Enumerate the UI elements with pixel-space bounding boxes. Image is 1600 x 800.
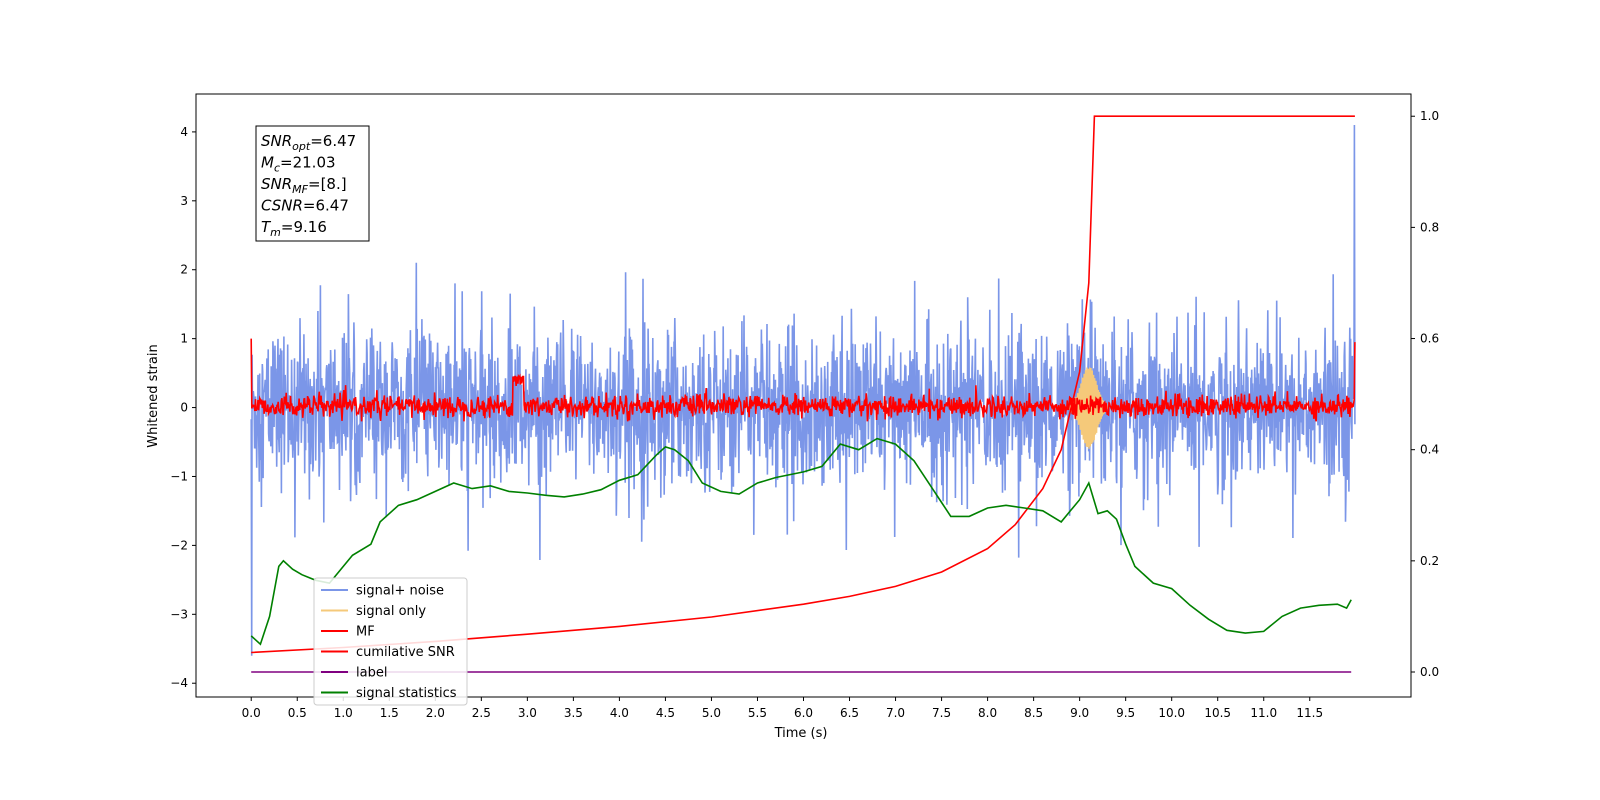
- annotation-line: Mc=21.03: [261, 154, 336, 175]
- y-axis-label: Whitened strain: [146, 344, 161, 447]
- x-tick-label: 3.0: [518, 706, 537, 720]
- y2-tick-label: 0.4: [1420, 443, 1439, 457]
- y-tick-label: 3: [180, 194, 188, 208]
- x-tick-label: 1.0: [334, 706, 353, 720]
- x-tick-label: 0.0: [242, 706, 261, 720]
- series-mf: [250, 338, 1356, 422]
- y-tick-label: 0: [180, 401, 188, 415]
- y-tick-label: −1: [170, 469, 188, 483]
- y2-tick-label: 0.2: [1420, 554, 1439, 568]
- x-tick-label: 10.5: [1204, 706, 1231, 720]
- y-tick-label: 4: [180, 125, 188, 139]
- y2-tick-label: 1.0: [1420, 109, 1439, 123]
- x-axis-ticks: 0.0 0.5 1.0 1.5 2.0 2.5 3.0 3.5 4.0 4.5 5.0 5.5 6.0 6…: [242, 697, 1323, 720]
- y2-tick-label: 0.6: [1420, 332, 1439, 346]
- legend-entry: cumilative SNR: [356, 645, 455, 660]
- x-axis-label: Time (s): [774, 726, 828, 741]
- x-tick-label: 8.0: [978, 706, 997, 720]
- x-tick-label: 9.0: [1070, 706, 1089, 720]
- annotation-line: CSNR=6.47: [261, 197, 349, 215]
- y-tick-label: −2: [170, 538, 188, 552]
- x-tick-label: 4.5: [656, 706, 675, 720]
- annotation-frame: [255, 125, 370, 242]
- annotation-line: Tm=9.16: [261, 218, 327, 239]
- x-tick-label: 1.5: [380, 706, 399, 720]
- x-tick-label: 3.5: [564, 706, 583, 720]
- y-tick-label: −4: [170, 676, 188, 690]
- series-signal-noise: [250, 124, 1356, 656]
- legend-entry: signal+ noise: [356, 584, 444, 599]
- x-tick-label: 2.5: [472, 706, 491, 720]
- x-tick-label: 0.5: [288, 706, 307, 720]
- x-tick-label: 11.5: [1296, 706, 1323, 720]
- legend-entry: label: [356, 666, 387, 681]
- x-tick-label: 4.0: [610, 706, 629, 720]
- x-tick-label: 8.5: [1024, 706, 1043, 720]
- x-tick-label: 5.5: [748, 706, 767, 720]
- y2-tick-label: 0.8: [1420, 220, 1439, 234]
- x-tick-label: 2.0: [426, 706, 445, 720]
- x-tick-label: 11.0: [1250, 706, 1277, 720]
- y-tick-label: −3: [170, 607, 188, 621]
- legend: signal+ noise signal only MF cumilative SNR…: [313, 577, 468, 706]
- x-tick-label: 6.5: [840, 706, 859, 720]
- x-tick-label: 5.0: [702, 706, 721, 720]
- y2-tick-label: 0.0: [1420, 665, 1439, 679]
- x-tick-label: 7.5: [932, 706, 951, 720]
- legend-entry: signal only: [356, 604, 426, 619]
- series-cumulative-snr: [251, 115, 1355, 654]
- y-tick-label: 2: [180, 263, 188, 277]
- x-tick-label: 10.0: [1158, 706, 1185, 720]
- annotation-line: SNRopt=6.47: [261, 132, 356, 153]
- x-tick-label: 9.5: [1116, 706, 1135, 720]
- legend-entry: signal statistics: [356, 686, 457, 701]
- x-tick-label: 6.0: [794, 706, 813, 720]
- y-tick-label: 1: [180, 332, 188, 346]
- annotation-line: SNRMF=[8.]: [261, 175, 347, 196]
- y-axis-ticks: 4 3 2 1 0 −1 −2 −3 −4: [170, 125, 196, 690]
- y2-axis-ticks: 1.0 0.8 0.6 0.4 0.2 0.0: [1411, 109, 1439, 679]
- legend-frame: [313, 577, 468, 706]
- x-tick-label: 7.0: [886, 706, 905, 720]
- legend-entry: MF: [356, 625, 375, 640]
- series-signal-statistics: [250, 437, 1352, 646]
